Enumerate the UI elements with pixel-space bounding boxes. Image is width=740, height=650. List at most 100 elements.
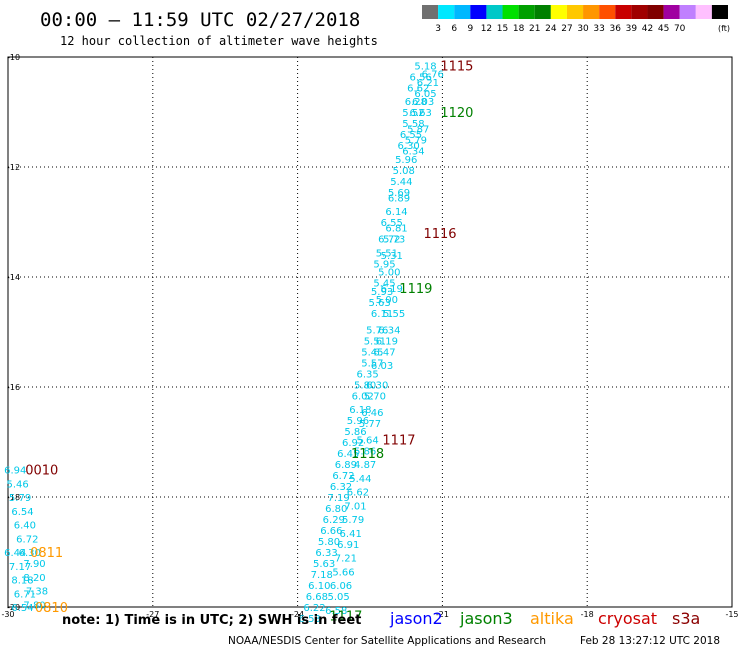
color-swatch bbox=[550, 5, 567, 19]
color-scale-label: 45 bbox=[658, 24, 669, 34]
swh-point: 6.54 bbox=[11, 603, 33, 614]
swh-point: 6.02 bbox=[352, 391, 374, 402]
swh-point: 5.63 bbox=[369, 298, 391, 309]
swh-point: 6.55 bbox=[381, 218, 403, 229]
x-tick-label: -27 bbox=[146, 610, 159, 619]
color-scale-label: 70 bbox=[674, 24, 686, 34]
swh-point: 6.10 bbox=[308, 581, 330, 592]
swh-point: 6.62 bbox=[407, 83, 429, 94]
color-scale-label: 33 bbox=[593, 24, 604, 34]
swh-point: 6.19 bbox=[381, 284, 403, 295]
y-tick-label: -10 bbox=[7, 53, 20, 62]
color-scale-label: 12 bbox=[481, 24, 492, 34]
swh-point: 6.34 bbox=[402, 147, 424, 158]
color-swatch bbox=[486, 5, 503, 19]
swh-point: 5.45 bbox=[361, 347, 383, 358]
time-label: 1120 bbox=[440, 106, 473, 121]
x-tick-label: -15 bbox=[725, 610, 738, 619]
swh-point: 6.58 bbox=[325, 606, 347, 617]
swh-point: 5.51 bbox=[376, 248, 398, 259]
y-axis-ticks: -10 -12 -14 -16 -18 -20 bbox=[7, 53, 20, 612]
time-label: 0010 bbox=[25, 464, 58, 479]
swh-point: 6.66 bbox=[320, 526, 342, 537]
swh-point: 6.41 bbox=[340, 529, 362, 540]
swh-point: 7.80 bbox=[23, 600, 45, 611]
plot-frame bbox=[7, 56, 733, 608]
swh-point: 5.79 bbox=[342, 515, 364, 526]
swh-point: 5.66 bbox=[332, 567, 354, 578]
swh-point: 5.70 bbox=[364, 391, 386, 402]
swh-point: 5.00 bbox=[378, 268, 400, 279]
swh-point: 5.80 bbox=[354, 380, 376, 391]
color-swatch bbox=[566, 5, 584, 19]
swh-point: 6.53 bbox=[299, 614, 321, 625]
color-scale-unit: (ft) bbox=[718, 24, 730, 33]
swh-point: 5.00 bbox=[376, 295, 398, 306]
color-scale-label: 36 bbox=[610, 24, 622, 34]
swh-point: 7.38 bbox=[26, 587, 48, 598]
swh-point: 5.55 bbox=[383, 309, 405, 320]
color-swatch bbox=[615, 5, 632, 19]
time-label: 1118 bbox=[351, 447, 384, 462]
swh-point: 5.18 bbox=[414, 61, 436, 72]
x-tick-label: -21 bbox=[436, 610, 449, 619]
swh-point: 7.21 bbox=[335, 554, 357, 565]
swh-point: 6.81 bbox=[385, 224, 407, 235]
swh-point: 6.22 bbox=[303, 603, 325, 614]
swh-point: 6.18 bbox=[349, 405, 371, 416]
swh-point: 5.79 bbox=[405, 136, 427, 147]
color-scale-label: 15 bbox=[497, 24, 508, 34]
color-swatch bbox=[518, 5, 535, 19]
grid-lines bbox=[8, 57, 732, 607]
swh-point: 5.69 bbox=[388, 188, 410, 199]
x-axis-ticks: -30 -27 -24 -21 -18 -15 bbox=[1, 610, 738, 619]
time-label: 1117 bbox=[382, 433, 415, 448]
swh-point: 5.58 bbox=[402, 119, 424, 130]
chart-title: 00:00 – 11:59 UTC 02/27/2018 bbox=[40, 9, 360, 31]
swh-point: 5.45 bbox=[373, 279, 395, 290]
color-swatch bbox=[711, 5, 728, 19]
time-label: 1116 bbox=[423, 227, 456, 242]
color-swatch bbox=[583, 5, 600, 19]
swh-point: 6.54 bbox=[11, 507, 33, 518]
swh-point: 5.86 bbox=[354, 446, 376, 457]
color-swatch bbox=[695, 5, 712, 19]
color-scale-label: 27 bbox=[561, 24, 572, 34]
swh-point: 6.30 bbox=[19, 548, 41, 559]
swh-point: 7.19 bbox=[327, 493, 349, 504]
x-tick-label: -24 bbox=[291, 610, 304, 619]
swh-point: 6.03 bbox=[371, 361, 393, 372]
swh-point: 5.31 bbox=[381, 251, 403, 262]
swh-point: 6.19 bbox=[376, 336, 398, 347]
swh-point: 5.05 bbox=[327, 592, 349, 603]
color-scale-label: 9 bbox=[467, 24, 473, 34]
swh-point: 6.72 bbox=[16, 534, 38, 545]
swh-point: 6.32 bbox=[330, 482, 352, 493]
swh-point: 5.52 bbox=[402, 108, 424, 119]
swh-point: 6.28 bbox=[405, 97, 427, 108]
time-label: 1119 bbox=[399, 282, 432, 297]
color-swatch bbox=[454, 5, 471, 19]
x-tick-label: -18 bbox=[581, 610, 594, 619]
x-tick-label: -30 bbox=[1, 610, 14, 619]
footer-credit: NOAA/NESDIS Center for Satellite Applica… bbox=[228, 635, 546, 647]
color-swatch bbox=[647, 5, 664, 19]
swh-point: 6.30 bbox=[397, 141, 419, 152]
swh-point: 5.79 bbox=[9, 493, 31, 504]
swh-point: 5.77 bbox=[359, 419, 381, 430]
satellite-legend: jason2 jason3 altika cryosat s3a bbox=[389, 609, 700, 628]
color-swatch bbox=[663, 5, 680, 19]
swh-point: 8.18 bbox=[11, 576, 33, 587]
swh-point: 5.96 bbox=[395, 155, 417, 166]
swh-point: 6.11 bbox=[371, 309, 393, 320]
color-scale-label: 30 bbox=[577, 24, 589, 34]
wave-height-points: 5.186.766.566.216.626.056.286.035.526.63… bbox=[4, 61, 444, 625]
swh-point: 5.87 bbox=[407, 125, 429, 136]
color-scale-label: 21 bbox=[529, 24, 540, 34]
legend-cryosat: cryosat bbox=[598, 609, 657, 628]
time-label: 1115 bbox=[440, 59, 473, 74]
swh-point: 6.72 bbox=[378, 235, 400, 246]
y-tick-label: -12 bbox=[7, 163, 20, 172]
swh-point: 6.30 bbox=[366, 380, 388, 391]
